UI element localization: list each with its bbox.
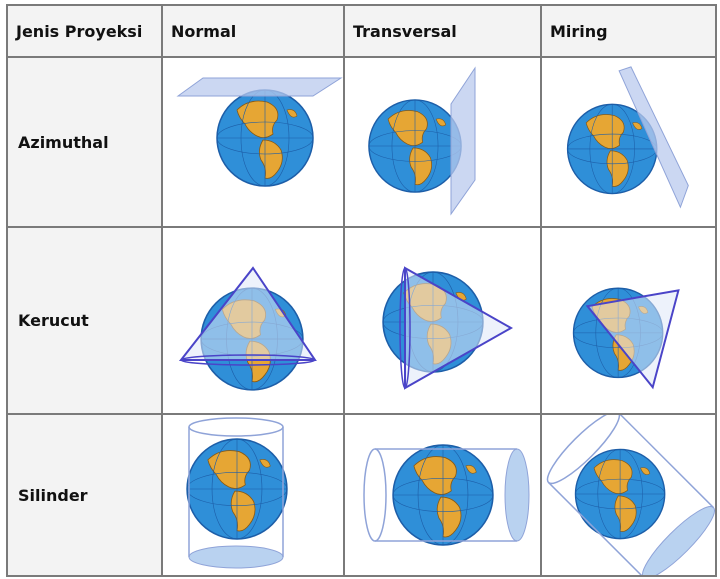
cone-icon: [178, 266, 317, 361]
cell-kerucut-normal: [161, 226, 345, 415]
row-label-azimuthal: Azimuthal: [6, 56, 163, 228]
header-transversal: Transversal: [343, 4, 542, 58]
cone-icon: [585, 289, 680, 390]
cell-azimuthal-miring: [540, 56, 717, 228]
cell-silinder-normal: [161, 413, 345, 577]
cell-silinder-transversal: [343, 413, 542, 577]
cell-kerucut-transversal: [343, 226, 542, 415]
globe-icon: [574, 448, 666, 540]
globe-icon: [392, 444, 494, 546]
globe-icon: [368, 99, 462, 193]
kerucut-miring-illustration: [572, 287, 680, 390]
cylinder-icon: [546, 415, 715, 575]
globe-icon: [216, 89, 314, 187]
cell-azimuthal-transversal: [343, 56, 542, 228]
row-kerucut: Kerucut: [6, 226, 717, 415]
cell-silinder-miring: [540, 413, 717, 577]
kerucut-normal-illustration: [178, 266, 317, 391]
header-row: Jenis Proyeksi Normal Transversal Miring: [6, 4, 717, 58]
silinder-normal-illustration: [186, 417, 288, 569]
cell-azimuthal-normal: [161, 56, 345, 228]
cell-kerucut-miring: [540, 226, 717, 415]
azimuthal-miring-illustration: [566, 66, 689, 209]
azimuthal-transversal-illustration: [368, 66, 476, 216]
tangent-plane-icon: [618, 66, 689, 209]
silinder-miring-illustration: [546, 415, 715, 575]
header-normal: Normal: [161, 4, 345, 58]
row-label-kerucut: Kerucut: [6, 226, 163, 415]
cylinder-icon: [363, 448, 387, 542]
cylinder-icon: [188, 417, 284, 437]
azimuthal-normal-illustration: [176, 77, 343, 187]
header-miring: Miring: [540, 4, 717, 58]
silinder-transversal-illustration: [363, 444, 530, 546]
header-jenis-proyeksi: Jenis Proyeksi: [6, 4, 163, 58]
tangent-plane-icon: [176, 77, 343, 97]
row-silinder: Silinder: [6, 413, 717, 577]
globe-icon: [186, 438, 288, 540]
kerucut-transversal-illustration: [382, 266, 514, 390]
row-azimuthal: Azimuthal: [6, 56, 717, 228]
cone-icon: [404, 266, 514, 390]
tangent-plane-icon: [450, 66, 476, 216]
projection-table: Jenis Proyeksi Normal Transversal Miring…: [6, 4, 717, 577]
row-label-silinder: Silinder: [6, 413, 163, 577]
